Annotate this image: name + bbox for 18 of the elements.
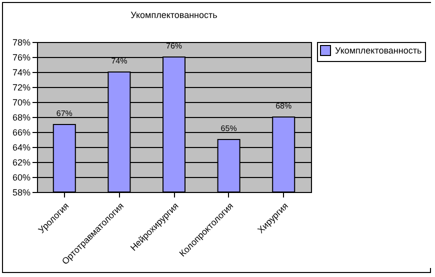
y-tick-label: 66%	[12, 128, 30, 138]
y-tick-label: 60%	[12, 172, 30, 182]
y-tick-label: 74%	[12, 68, 30, 78]
y-tick-label: 68%	[12, 112, 30, 122]
y-tick-label: 62%	[12, 158, 30, 168]
text: 74%	[111, 56, 128, 66]
text: 65%	[220, 124, 237, 133]
y-tick-label: 78%	[12, 38, 30, 48]
text: 76%	[166, 41, 182, 50]
text: 68%	[276, 101, 292, 110]
y-tick-label: 76%	[12, 52, 30, 62]
y-tick-label: 64%	[12, 142, 30, 152]
text: 67%	[56, 108, 72, 118]
y-tick-label: 70%	[12, 98, 30, 108]
y-tick-label: 58%	[12, 188, 30, 198]
y-tick-label: 72%	[12, 82, 30, 92]
chart-title: Укомплектованность	[130, 10, 218, 20]
legend-label: Укомплектованность	[335, 46, 422, 56]
